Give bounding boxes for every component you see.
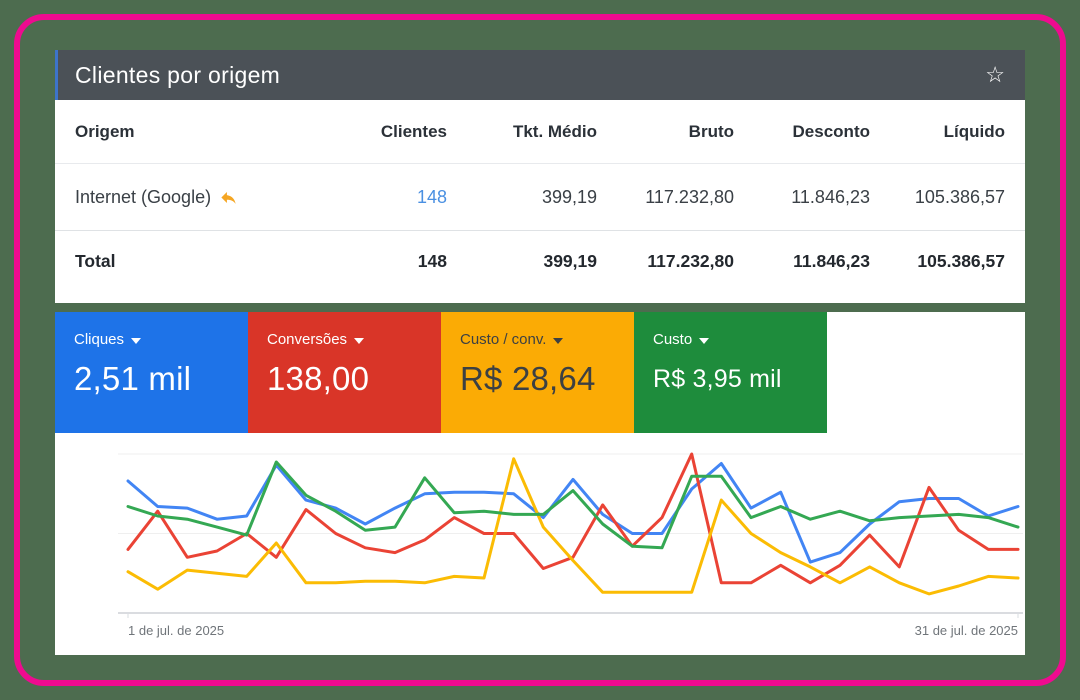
clients-by-origin-panel: Clientes por origem ☆ Origem Clientes Tk… [55,50,1025,303]
origin-label: Internet (Google) [75,186,212,207]
chevron-down-icon[interactable] [354,337,365,344]
svg-text:31 de jul. de 2025: 31 de jul. de 2025 [915,623,1018,638]
cell-tkt-medio: 399,19 [541,186,597,207]
metric-label: Custo / conv. [460,331,547,348]
total-tkt-medio: 399,19 [543,250,597,271]
clients-count-link[interactable]: 148 [416,186,447,207]
svg-text:1 de jul. de 2025: 1 de jul. de 2025 [128,623,224,638]
chevron-down-icon[interactable] [699,337,710,344]
metric-cards-row: Cliques 2,51 mil Conversões 138,00 Custo… [55,312,1025,433]
panel-header: Clientes por origem ☆ [55,50,1025,100]
table-total-row: Total 148 399,19 117.232,80 11.846,23 10… [55,231,1025,291]
column-header-liquido: Líquido [943,121,1005,141]
column-header-clientes: Clientes [380,121,447,141]
metric-value: R$ 28,64 [460,360,596,397]
total-desconto: 11.846,23 [793,250,870,271]
time-series-chart: 1 de jul. de 2025 31 de jul. de 2025 [55,433,1025,655]
metric-label: Conversões [267,331,348,348]
ads-performance-panel: Cliques 2,51 mil Conversões 138,00 Custo… [55,312,1025,655]
cell-desconto: 11.846,23 [791,186,870,207]
total-clientes: 148 [417,250,447,271]
table-row: Internet (Google) 148 399,19 117.232,80 … [55,164,1025,231]
table-header-row: Origem Clientes Tkt. Médio Bruto Descont… [55,100,1025,164]
column-header-bruto: Bruto [688,121,734,141]
total-bruto: 117.232,80 [647,250,734,271]
column-header-desconto: Desconto [792,121,870,141]
column-header-origem: Origem [75,121,135,141]
total-label: Total [75,250,116,271]
cell-bruto: 117.232,80 [645,186,734,207]
line-chart-svg: 1 de jul. de 2025 31 de jul. de 2025 [118,452,1023,638]
metric-card-conversoes[interactable]: Conversões 138,00 [248,312,441,433]
panel-title: Clientes por origem [75,61,281,88]
chevron-down-icon[interactable] [553,337,564,344]
metric-label: Custo [653,331,693,348]
metric-value: 2,51 mil [74,360,192,397]
metric-card-custo-conv[interactable]: Custo / conv. R$ 28,64 [441,312,634,433]
metric-value: 138,00 [267,360,370,397]
column-header-tkt-medio: Tkt. Médio [512,121,597,141]
metric-card-cliques[interactable]: Cliques 2,51 mil [55,312,248,433]
metric-card-custo[interactable]: Custo R$ 3,95 mil [634,312,827,433]
chevron-down-icon[interactable] [131,337,142,344]
reply-arrow-icon[interactable] [219,188,238,207]
metric-label: Cliques [74,331,125,348]
total-liquido: 105.386,57 [917,250,1005,271]
favorite-star-icon[interactable]: ☆ [985,62,1005,87]
cell-liquido: 105.386,57 [914,186,1005,207]
metric-value: R$ 3,95 mil [653,365,782,393]
